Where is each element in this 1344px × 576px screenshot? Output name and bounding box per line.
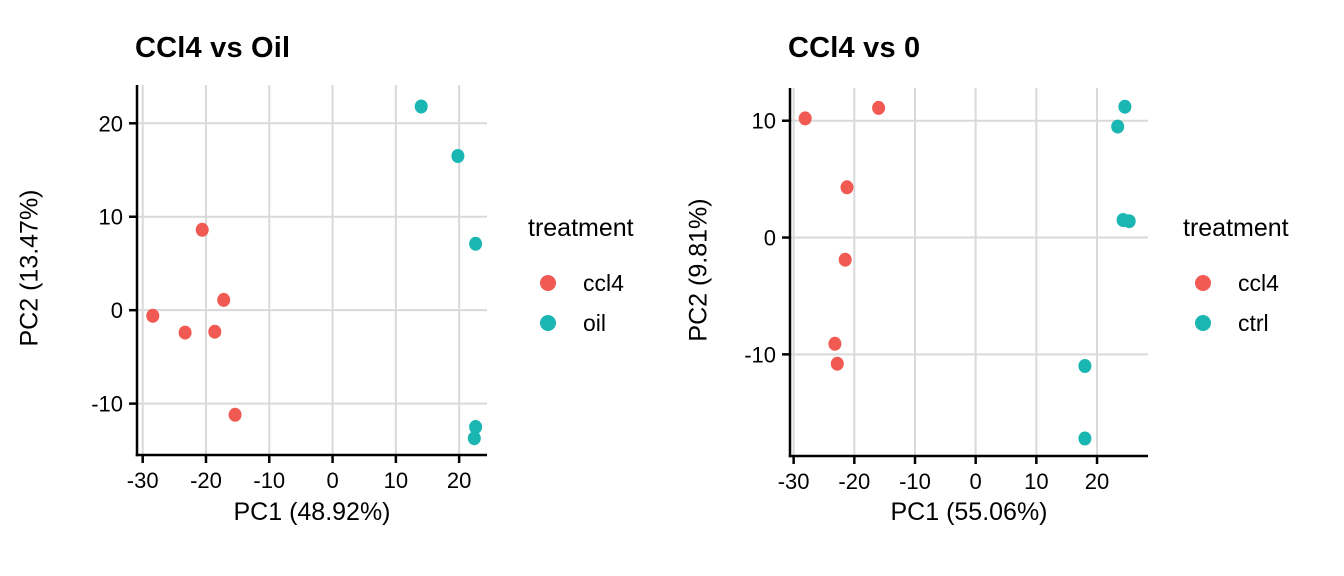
legend-dot-icon xyxy=(1195,315,1211,331)
legend-title: treatment xyxy=(528,214,634,242)
svg-text:0: 0 xyxy=(764,226,776,251)
legend: treatment ccl4 ctrl xyxy=(1183,214,1289,343)
svg-text:10: 10 xyxy=(99,205,123,230)
svg-text:10: 10 xyxy=(752,109,776,134)
svg-text:-30: -30 xyxy=(127,468,159,493)
svg-text:10: 10 xyxy=(1024,469,1048,494)
svg-text:-10: -10 xyxy=(91,392,123,417)
svg-text:-30: -30 xyxy=(778,469,810,494)
svg-text:-10: -10 xyxy=(253,468,285,493)
svg-text:20: 20 xyxy=(1085,469,1109,494)
pca-plot-ccl4-vs-oil: CCl4 vs Oil PC2 (13.47%) -30 -20 -10 0 10 20 2… xyxy=(16,32,634,526)
legend-dot-icon xyxy=(540,275,556,291)
scatter-plot-panel: -30 -20 -10 0 10 20 20 10 0 -10 xyxy=(91,85,487,493)
legend-title: treatment xyxy=(1183,214,1289,242)
legend-item-ctrl: ctrl xyxy=(1183,303,1289,343)
x-axis-label: PC1 (48.92%) xyxy=(233,498,391,526)
legend-dot-icon xyxy=(540,315,556,331)
svg-text:-10: -10 xyxy=(899,469,931,494)
legend: treatment ccl4 oil xyxy=(528,214,634,343)
svg-text:0: 0 xyxy=(326,468,338,493)
legend-item-label: ccl4 xyxy=(583,269,624,296)
svg-text:0: 0 xyxy=(970,469,982,494)
legend-dot-icon xyxy=(1195,275,1211,291)
svg-text:-10: -10 xyxy=(744,342,776,367)
svg-text:10: 10 xyxy=(384,468,408,493)
svg-text:0: 0 xyxy=(111,298,123,323)
svg-text:-20: -20 xyxy=(190,468,222,493)
pca-plot-ccl4-vs-0: CCl4 vs 0 PC2 (9.81%) -30 -20 -10 0 10 20 10 0-… xyxy=(672,0,1344,576)
legend-item-oil: oil xyxy=(528,303,634,343)
legend-item-label: oil xyxy=(583,309,607,336)
scatter-plot-panel: -30 -20 -10 0 10 20 10 0 -10 xyxy=(744,88,1148,494)
svg-text:20: 20 xyxy=(447,468,471,493)
legend-item-label: ccl4 xyxy=(1238,269,1279,296)
svg-text:20: 20 xyxy=(99,111,123,136)
svg-text:-20: -20 xyxy=(838,469,870,494)
x-axis-label: PC1 (55.06%) xyxy=(890,498,1048,526)
legend-item-ccl4: ccl4 xyxy=(1183,263,1289,303)
legend-item-ccl4: ccl4 xyxy=(528,263,634,303)
plot-title: CCl4 vs Oil xyxy=(135,32,291,64)
plot-title: CCl4 vs 0 xyxy=(788,32,921,64)
legend-item-label: ctrl xyxy=(1238,309,1269,336)
